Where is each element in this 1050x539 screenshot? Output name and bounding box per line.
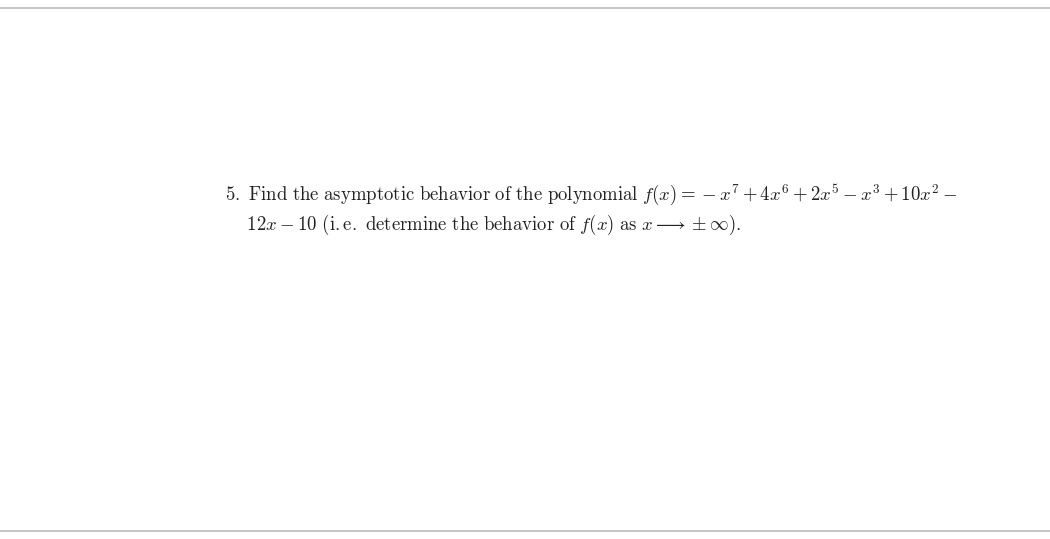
Text: $5.\ \mathrm{Find\ the\ asymptotic\ behavior\ of\ the\ polynomial\ }f(x) = -x^7 : $5.\ \mathrm{Find\ the\ asymptotic\ beha… [225,183,958,208]
Text: $\quad\ 12x - 10\ \mathrm{(i.e.\ determine\ the\ behavior\ of\ }f(x)\ \mathrm{as: $\quad\ 12x - 10\ \mathrm{(i.e.\ determi… [225,212,741,237]
